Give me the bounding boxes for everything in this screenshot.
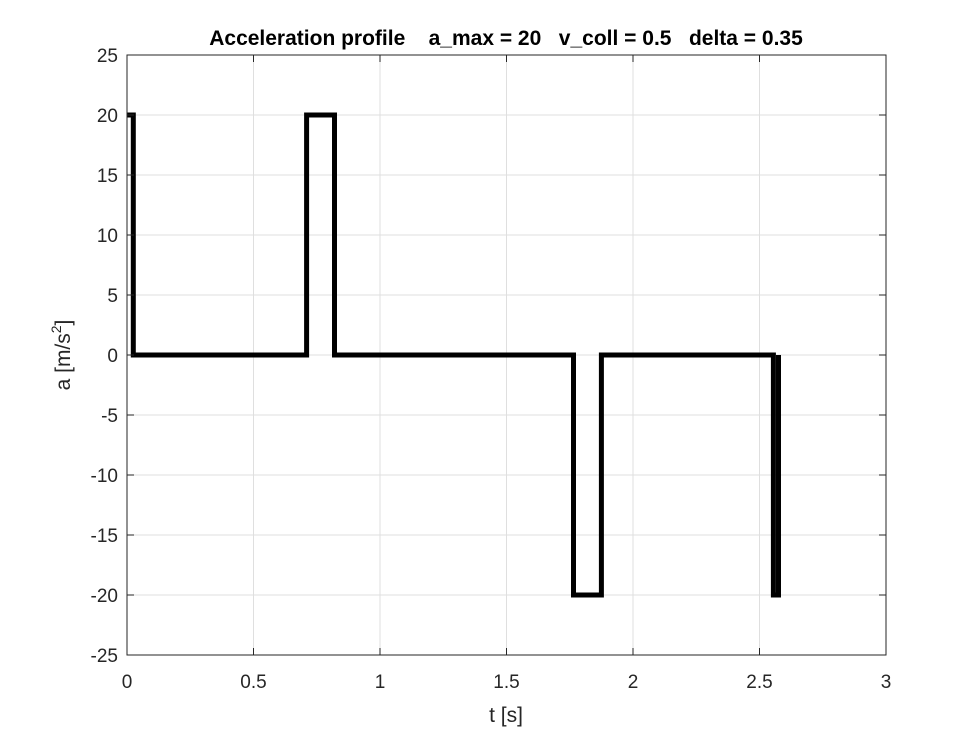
y-axis-label: a [m/s2] xyxy=(48,320,75,391)
y-tick-label: -15 xyxy=(91,526,118,547)
x-tick-label: 2 xyxy=(628,672,639,693)
y-tick-labels: -25 -20 -15 -10 -5 0 5 10 15 20 25 xyxy=(91,46,118,667)
x-tick-label: 3 xyxy=(881,672,892,693)
y-tick-label: 20 xyxy=(97,106,118,127)
x-tick-labels: 0 0.5 1 1.5 2 2.5 3 xyxy=(122,672,892,693)
x-tick-label: 1.5 xyxy=(493,672,519,693)
x-tick-label: 0.5 xyxy=(240,672,266,693)
x-tick-label: 0 xyxy=(122,672,133,693)
tick-marks xyxy=(126,54,887,656)
y-tick-label: 25 xyxy=(97,46,118,67)
y-axis-label-base: a [m/s xyxy=(52,333,75,390)
y-tick-label: -20 xyxy=(91,586,118,607)
grid-lines xyxy=(127,55,886,655)
acceleration-line xyxy=(127,112,781,598)
series-layer xyxy=(127,112,781,598)
x-tick-label: 1 xyxy=(375,672,386,693)
x-tick-label: 2.5 xyxy=(746,672,772,693)
y-tick-label: 5 xyxy=(107,286,118,307)
y-tick-label: -25 xyxy=(91,646,118,667)
y-axis-label-close: ] xyxy=(52,320,75,326)
y-tick-label: -5 xyxy=(101,406,118,427)
y-tick-label: 10 xyxy=(97,226,118,247)
y-axis-label-superscript: 2 xyxy=(48,325,64,333)
y-tick-label: -10 xyxy=(91,466,118,487)
y-tick-label: 15 xyxy=(97,166,118,187)
chart-title: Acceleration profile a_max = 20 v_coll =… xyxy=(209,27,803,50)
x-axis-label: t [s] xyxy=(489,704,523,727)
y-tick-label: 0 xyxy=(107,346,118,367)
